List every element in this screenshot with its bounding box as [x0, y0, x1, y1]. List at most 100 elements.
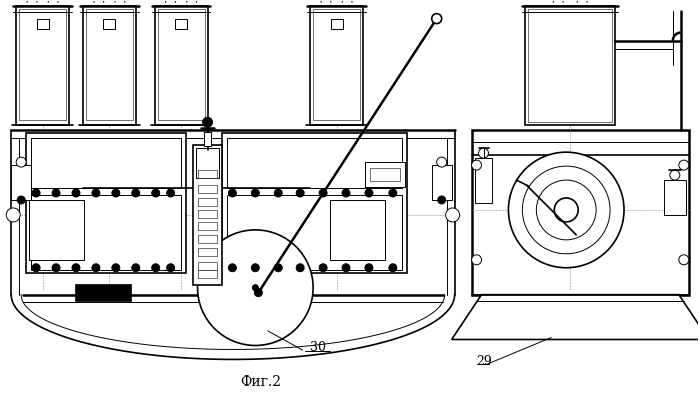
Circle shape	[296, 264, 304, 272]
Bar	[196, 148, 219, 178]
Bar	[19, 9, 66, 120]
Circle shape	[508, 152, 624, 268]
Bar	[198, 185, 217, 193]
Circle shape	[296, 189, 304, 197]
Bar	[198, 248, 217, 256]
Text: Фиг.2: Фиг.2	[240, 375, 281, 389]
Bar	[76, 285, 131, 301]
Circle shape	[17, 196, 25, 204]
Circle shape	[166, 189, 175, 197]
Circle shape	[254, 289, 262, 297]
Bar	[472, 130, 689, 295]
Bar	[222, 133, 407, 273]
Circle shape	[536, 180, 596, 240]
Polygon shape	[452, 295, 699, 340]
Bar	[432, 165, 452, 200]
Bar	[332, 244, 382, 256]
Circle shape	[152, 264, 159, 272]
Circle shape	[229, 264, 236, 272]
Bar	[33, 231, 83, 243]
Circle shape	[32, 189, 40, 197]
Text: 30: 30	[310, 341, 326, 354]
Circle shape	[52, 264, 60, 272]
Circle shape	[522, 166, 610, 254]
Bar	[31, 195, 180, 270]
Circle shape	[472, 255, 482, 265]
Bar	[330, 200, 385, 260]
Circle shape	[274, 264, 282, 272]
Circle shape	[252, 285, 259, 291]
Circle shape	[6, 208, 20, 222]
Circle shape	[52, 189, 60, 197]
Bar	[198, 235, 217, 243]
Circle shape	[166, 264, 175, 272]
Circle shape	[229, 189, 236, 197]
Bar	[332, 231, 382, 243]
Bar	[198, 222, 217, 230]
Bar	[36, 18, 48, 29]
Circle shape	[342, 189, 350, 197]
Circle shape	[679, 255, 689, 265]
Bar	[664, 180, 686, 215]
Bar	[198, 270, 217, 278]
Bar	[175, 18, 187, 29]
Bar	[198, 170, 217, 178]
Circle shape	[342, 264, 350, 272]
Circle shape	[152, 189, 159, 197]
Bar	[526, 6, 615, 125]
Circle shape	[438, 196, 446, 204]
Bar	[313, 9, 360, 120]
Bar	[370, 168, 400, 181]
Bar	[332, 205, 382, 217]
Bar	[33, 205, 83, 217]
Circle shape	[389, 189, 397, 197]
Text: 29: 29	[477, 355, 492, 368]
Bar	[198, 198, 217, 206]
Circle shape	[252, 264, 259, 272]
Circle shape	[389, 264, 397, 272]
Bar	[198, 262, 217, 270]
Bar	[31, 138, 180, 188]
Circle shape	[72, 189, 80, 197]
Bar	[310, 6, 363, 125]
Circle shape	[479, 148, 489, 158]
Bar	[198, 210, 217, 218]
Bar	[11, 165, 31, 200]
Circle shape	[92, 189, 100, 197]
Bar	[26, 133, 185, 273]
Bar	[475, 158, 493, 203]
Bar	[33, 218, 83, 230]
Circle shape	[32, 264, 40, 272]
Bar	[332, 218, 382, 230]
Circle shape	[132, 264, 140, 272]
Circle shape	[679, 160, 689, 170]
Bar	[154, 6, 208, 125]
Circle shape	[274, 189, 282, 197]
Bar	[203, 132, 212, 146]
Circle shape	[365, 264, 373, 272]
Bar	[33, 244, 83, 256]
Circle shape	[252, 189, 259, 197]
Circle shape	[437, 157, 447, 167]
Circle shape	[319, 264, 327, 272]
Bar	[86, 9, 133, 120]
Bar	[158, 9, 205, 120]
Bar	[192, 145, 222, 285]
Bar	[227, 138, 402, 188]
Circle shape	[198, 230, 313, 345]
Circle shape	[112, 264, 120, 272]
Bar	[227, 195, 402, 270]
Circle shape	[112, 189, 120, 197]
Circle shape	[203, 117, 212, 127]
Bar	[528, 9, 612, 122]
Circle shape	[319, 189, 327, 197]
Bar	[331, 18, 343, 29]
Bar	[103, 18, 115, 29]
Circle shape	[554, 198, 578, 222]
Circle shape	[92, 264, 100, 272]
Circle shape	[365, 189, 373, 197]
Bar	[365, 162, 405, 187]
Bar	[16, 6, 69, 125]
Circle shape	[432, 14, 442, 24]
Circle shape	[16, 157, 26, 167]
